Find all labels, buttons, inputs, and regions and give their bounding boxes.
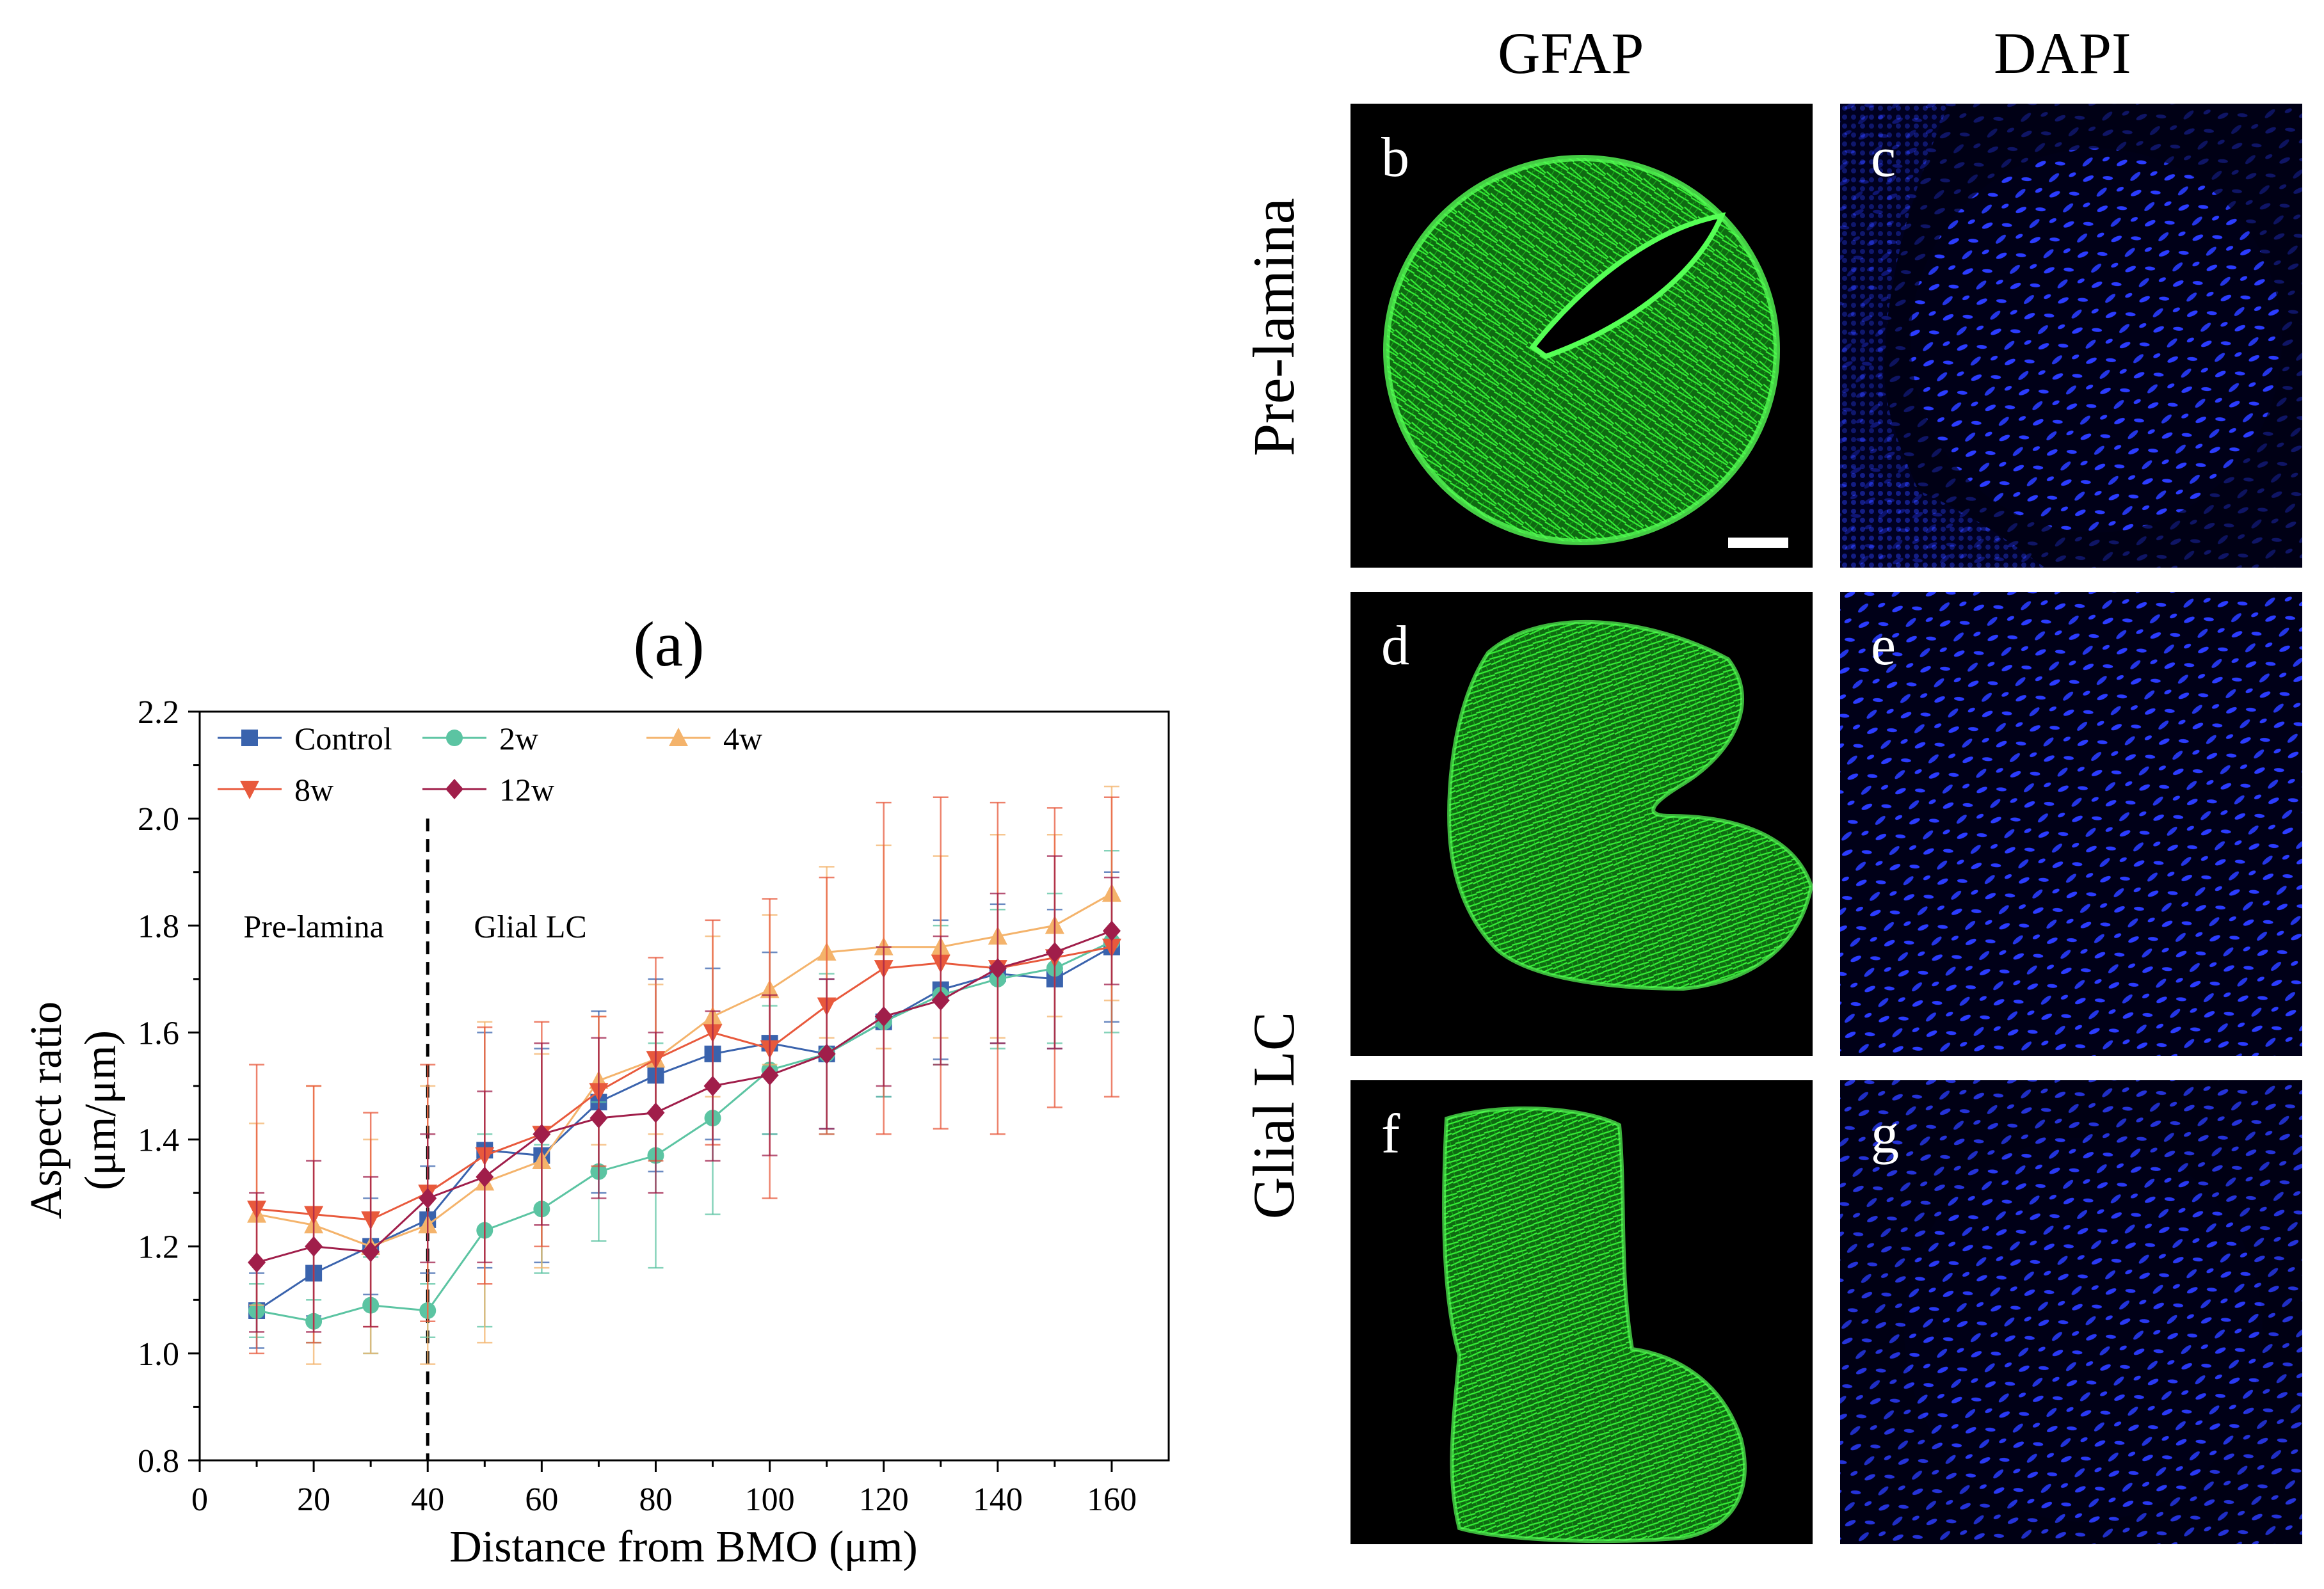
data-point (248, 1252, 266, 1273)
scale-bar (1728, 538, 1788, 548)
panel-letter: d (1381, 615, 1409, 677)
data-point (760, 1065, 779, 1086)
legend-label: 2w (499, 721, 538, 756)
panel-letter: f (1381, 1103, 1400, 1165)
chart-title: (a) (634, 609, 705, 680)
y-tick-label: 0.8 (138, 1443, 179, 1480)
legend-item-12w: 12w (422, 772, 554, 808)
panel-letter: b (1381, 127, 1409, 189)
legend-marker (445, 779, 463, 799)
series-line (256, 946, 1112, 1312)
data-point (476, 1167, 494, 1188)
annotation-0: Pre-lamina (243, 908, 383, 944)
legend-item-Control: Control (218, 721, 392, 756)
gfap-image-glial-lc-upper: d (1350, 592, 1813, 1056)
x-tick-label: 140 (973, 1481, 1023, 1518)
data-point (703, 1076, 722, 1096)
plot-area: 0 20 40 60 80 100 120 140 160 0.8 1.0 1.2 1.4 1.6 1.8 2… (138, 694, 1170, 1518)
series-4w (247, 785, 1121, 1365)
legend-marker (241, 730, 258, 746)
series-line (256, 940, 1112, 1323)
x-tick-label: 0 (191, 1481, 208, 1518)
x-axis-label: Distance from BMO (μm) (449, 1522, 918, 1572)
legend-item-2w: 2w (422, 721, 538, 756)
series-line (256, 946, 1112, 1221)
y-tick-label: 1.4 (138, 1122, 179, 1159)
dapi-image-glial-lc-upper: e (1840, 592, 2302, 1056)
panel-letter: e (1871, 615, 1896, 677)
y-axis-label: Aspect ratio (22, 1002, 71, 1219)
data-point (589, 1108, 608, 1129)
x-tick-label: 100 (745, 1481, 795, 1518)
data-point (874, 1006, 893, 1027)
data-point (988, 958, 1007, 979)
aspect-ratio-chart: (a) Distance from BMO (μm) Aspect ratio … (22, 609, 1170, 1572)
data-point (419, 1188, 437, 1209)
x-tick-label: 20 (297, 1481, 330, 1518)
y-tick-label: 1.2 (138, 1229, 179, 1266)
dapi-image-glial-lc-lower: g (1840, 1080, 2302, 1544)
legend-label: 12w (499, 772, 554, 808)
column-label-dapi: DAPI (1994, 20, 2131, 86)
data-point (817, 1043, 836, 1064)
data-point (305, 1236, 323, 1257)
y-tick-label: 1.0 (138, 1336, 179, 1373)
series-line (256, 930, 1112, 1264)
legend-marker (446, 730, 463, 746)
series-12w (248, 855, 1121, 1333)
legend-label: 4w (723, 721, 762, 756)
y-axis-unit-label: (μm/μm) (76, 1030, 125, 1190)
row-label-pre-lamina: Pre-lamina (1241, 198, 1306, 456)
legend-item-8w: 8w (218, 772, 333, 808)
legend-item-4w: 4w (646, 721, 762, 756)
x-tick-label: 40 (411, 1481, 444, 1518)
data-point (1045, 942, 1064, 963)
row-label-glial-lc: Glial LC (1241, 1011, 1306, 1220)
data-point (362, 1242, 380, 1263)
legend-label: Control (294, 721, 392, 756)
y-tick-label: 1.8 (138, 908, 179, 945)
plot-frame (198, 710, 1170, 1462)
series-line (256, 892, 1112, 1248)
column-label-gfap: GFAP (1498, 20, 1644, 86)
data-point (646, 1102, 665, 1123)
dapi-image-pre-lamina: c (1840, 104, 2302, 568)
y-tick-label: 1.6 (138, 1015, 179, 1051)
x-tick-label: 160 (1087, 1481, 1137, 1518)
x-tick-label: 80 (639, 1481, 672, 1518)
legend-label: 8w (294, 772, 333, 808)
panel-letter: c (1871, 127, 1896, 189)
y-tick-label: 2.0 (138, 801, 179, 838)
series-8w (247, 796, 1121, 1355)
data-point (1102, 920, 1121, 941)
annotation-1: Glial LC (474, 908, 586, 944)
y-tick-label: 2.2 (138, 694, 179, 731)
x-tick-label: 60 (525, 1481, 558, 1518)
gfap-image-pre-lamina: b (1350, 104, 1813, 568)
legend-marker (669, 728, 688, 746)
gfap-image-glial-lc-lower: f (1350, 1080, 1813, 1544)
panel-letter: g (1871, 1103, 1899, 1165)
data-point (533, 1124, 551, 1145)
x-tick-label: 120 (859, 1481, 909, 1518)
legend-marker (240, 781, 259, 799)
data-point (931, 990, 950, 1011)
